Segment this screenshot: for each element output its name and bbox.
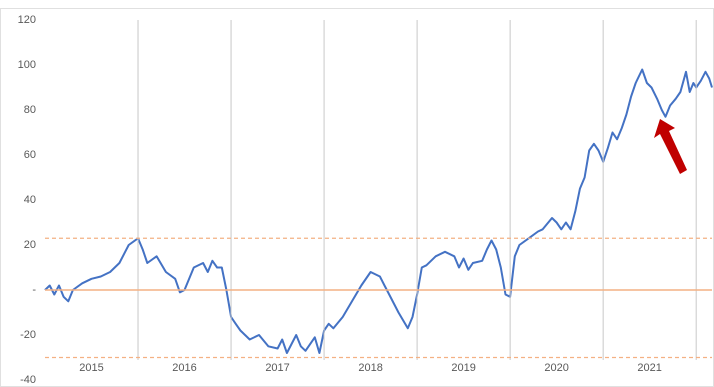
y-tick-label: 20 [24, 239, 36, 251]
data-line [44, 68, 713, 354]
y-tick-label: 60 [24, 149, 36, 161]
y-tick-label: 100 [18, 59, 36, 71]
x-tick-label: 2017 [265, 362, 289, 374]
y-tick-label: - [32, 284, 36, 296]
x-tick-label: 2021 [637, 362, 661, 374]
y-tick-label: -40 [20, 374, 36, 386]
y-tick-label: 120 [18, 14, 36, 26]
y-tick-label: 80 [24, 104, 36, 116]
y-tick-label: -20 [20, 329, 36, 341]
chart-frame [0, 8, 714, 387]
x-tick-label: 2020 [544, 362, 568, 374]
x-tick-label: 2018 [358, 362, 382, 374]
arrow [654, 119, 687, 174]
x-tick-label: 2015 [79, 362, 103, 374]
x-tick-label: 2016 [172, 362, 196, 374]
x-tick-label: 2019 [451, 362, 475, 374]
y-tick-label: 40 [24, 194, 36, 206]
